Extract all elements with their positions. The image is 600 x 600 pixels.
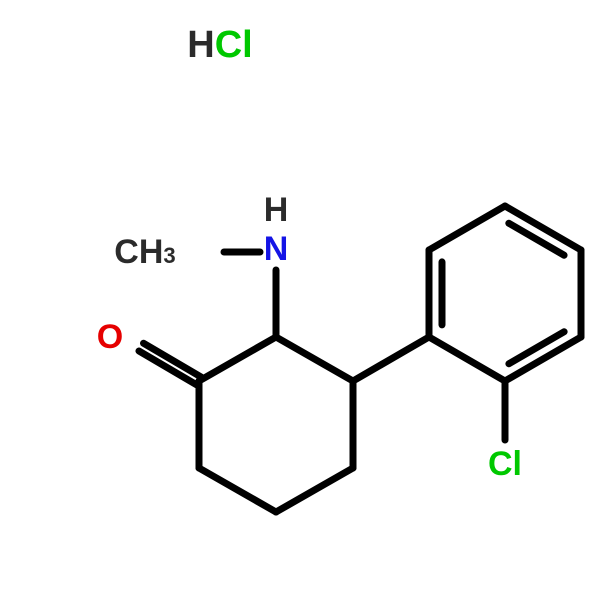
- atom-label-N: N: [264, 230, 289, 268]
- bond-single: [199, 468, 276, 512]
- bond-single: [276, 337, 353, 381]
- atom-label-H: H: [264, 191, 289, 229]
- atom-label-O: O: [97, 318, 123, 356]
- bond-single: [199, 337, 276, 381]
- atom-label-CH3: CH3: [114, 233, 175, 271]
- molecule-diagram: O NH CH3 Cl HCl: [0, 0, 600, 600]
- bond-single: [353, 337, 429, 381]
- atom-label-Cl: Cl: [488, 445, 522, 483]
- bond-single: [429, 206, 505, 250]
- salt-label-hcl: HCl: [187, 24, 252, 66]
- atom-labels-group: O NH CH3 Cl HCl: [97, 24, 522, 483]
- bond-single: [276, 468, 353, 512]
- bond-single: [429, 337, 505, 381]
